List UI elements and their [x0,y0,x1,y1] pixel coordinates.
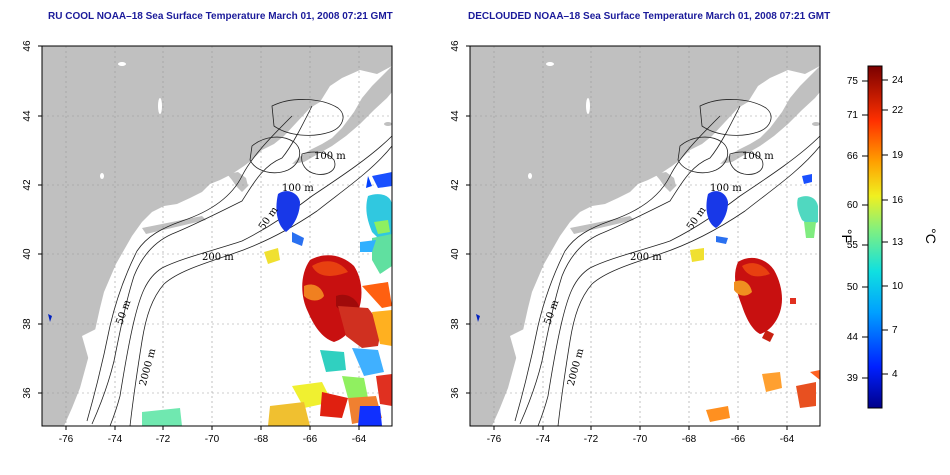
x-tick-label: -68 [254,434,269,445]
right-tick-marks [466,45,788,430]
x-tick-label: -68 [682,434,697,445]
x-tick-label: -74 [536,434,551,445]
y-tick-label: 42 [22,179,33,191]
fahrenheit-tick-label: 60 [847,200,859,211]
x-tick-label: -64 [780,434,795,445]
temperature-colorbar: 75 71 66 60 55 50 44 39 24 22 19 16 13 1… [839,65,939,409]
y-tick-label: 36 [22,387,33,399]
celsius-tick-label: 24 [892,75,904,86]
fahrenheit-tick-label: 50 [847,282,859,293]
contour-label-100m-north: 100 m [314,151,346,162]
fahrenheit-tick-label: 39 [847,373,859,384]
contour-label-200m: 200 m [202,252,234,263]
contour-label-100m-north: 100 m [742,151,774,162]
right-map-panel: 100 m 100 m 50 m 200 m 50 m 2000 m -76 -… [450,40,821,445]
celsius-ticks: 24 22 19 16 13 10 7 4 [892,75,904,380]
y-tick-label: 46 [450,40,461,52]
y-tick-label: 46 [22,40,33,52]
contour-label-100m-gulf: 100 m [282,183,314,194]
right-panel-title: DECLOUDED NOAA–18 Sea Surface Temperatur… [468,11,831,22]
celsius-tick-label: 7 [892,325,898,336]
colorbar-gradient [867,65,883,409]
y-tick-label: 38 [450,318,461,330]
fahrenheit-tick-label: 71 [847,110,859,121]
left-map-panel: 100 m 100 m 50 m 200 m 50 m 2000 m -76 -… [22,40,393,445]
celsius-tick-label: 16 [892,195,904,206]
celsius-tick-label: 22 [892,105,904,116]
celsius-tick-label: 4 [892,369,898,380]
left-panel-title: RU COOL NOAA–18 Sea Surface Temperature … [48,11,393,22]
x-tick-label: -74 [108,434,123,445]
x-tick-label: -70 [633,434,648,445]
x-tick-label: -64 [352,434,367,445]
contour-label-100m-gulf: 100 m [710,183,742,194]
x-tick-label: -72 [156,434,171,445]
y-tick-label: 42 [450,179,461,191]
x-tick-label: -72 [584,434,599,445]
sst-pixels-left [48,172,392,426]
fahrenheit-tick-label: 55 [847,240,859,251]
left-y-tick-labels: 46 44 42 40 38 36 [22,40,33,399]
fahrenheit-tick-label: 66 [847,151,859,162]
left-tick-marks [38,45,360,430]
celsius-unit-label: °C [923,228,939,244]
fahrenheit-unit-label: °F [839,229,855,243]
x-tick-label: -76 [487,434,502,445]
y-tick-label: 38 [22,318,33,330]
y-tick-label: 44 [450,110,461,122]
fahrenheit-tick-label: 75 [847,76,859,87]
contour-label-200m: 200 m [630,252,662,263]
left-x-tick-labels: -76 -74 -72 -70 -68 -66 -64 [59,434,367,445]
celsius-tick-label: 19 [892,150,904,161]
left-map-frame [41,45,393,427]
right-x-tick-labels: -76 -74 -72 -70 -68 -66 -64 [487,434,795,445]
right-map-frame [469,45,821,427]
y-tick-label: 40 [22,248,33,260]
y-tick-label: 44 [22,110,33,122]
sst-pixels-right [476,174,820,422]
fahrenheit-tick-label: 44 [847,332,859,343]
x-tick-label: -76 [59,434,74,445]
y-tick-label: 36 [450,387,461,399]
celsius-tick-label: 10 [892,281,904,292]
right-y-tick-labels: 46 44 42 40 38 36 [450,40,461,399]
fahrenheit-ticks: 75 71 66 60 55 50 44 39 [847,76,859,384]
x-tick-label: -66 [303,434,318,445]
colorbar-tick-marks [862,79,888,379]
celsius-tick-label: 13 [892,237,904,248]
y-tick-label: 40 [450,248,461,260]
x-tick-label: -70 [205,434,220,445]
x-tick-label: -66 [731,434,746,445]
